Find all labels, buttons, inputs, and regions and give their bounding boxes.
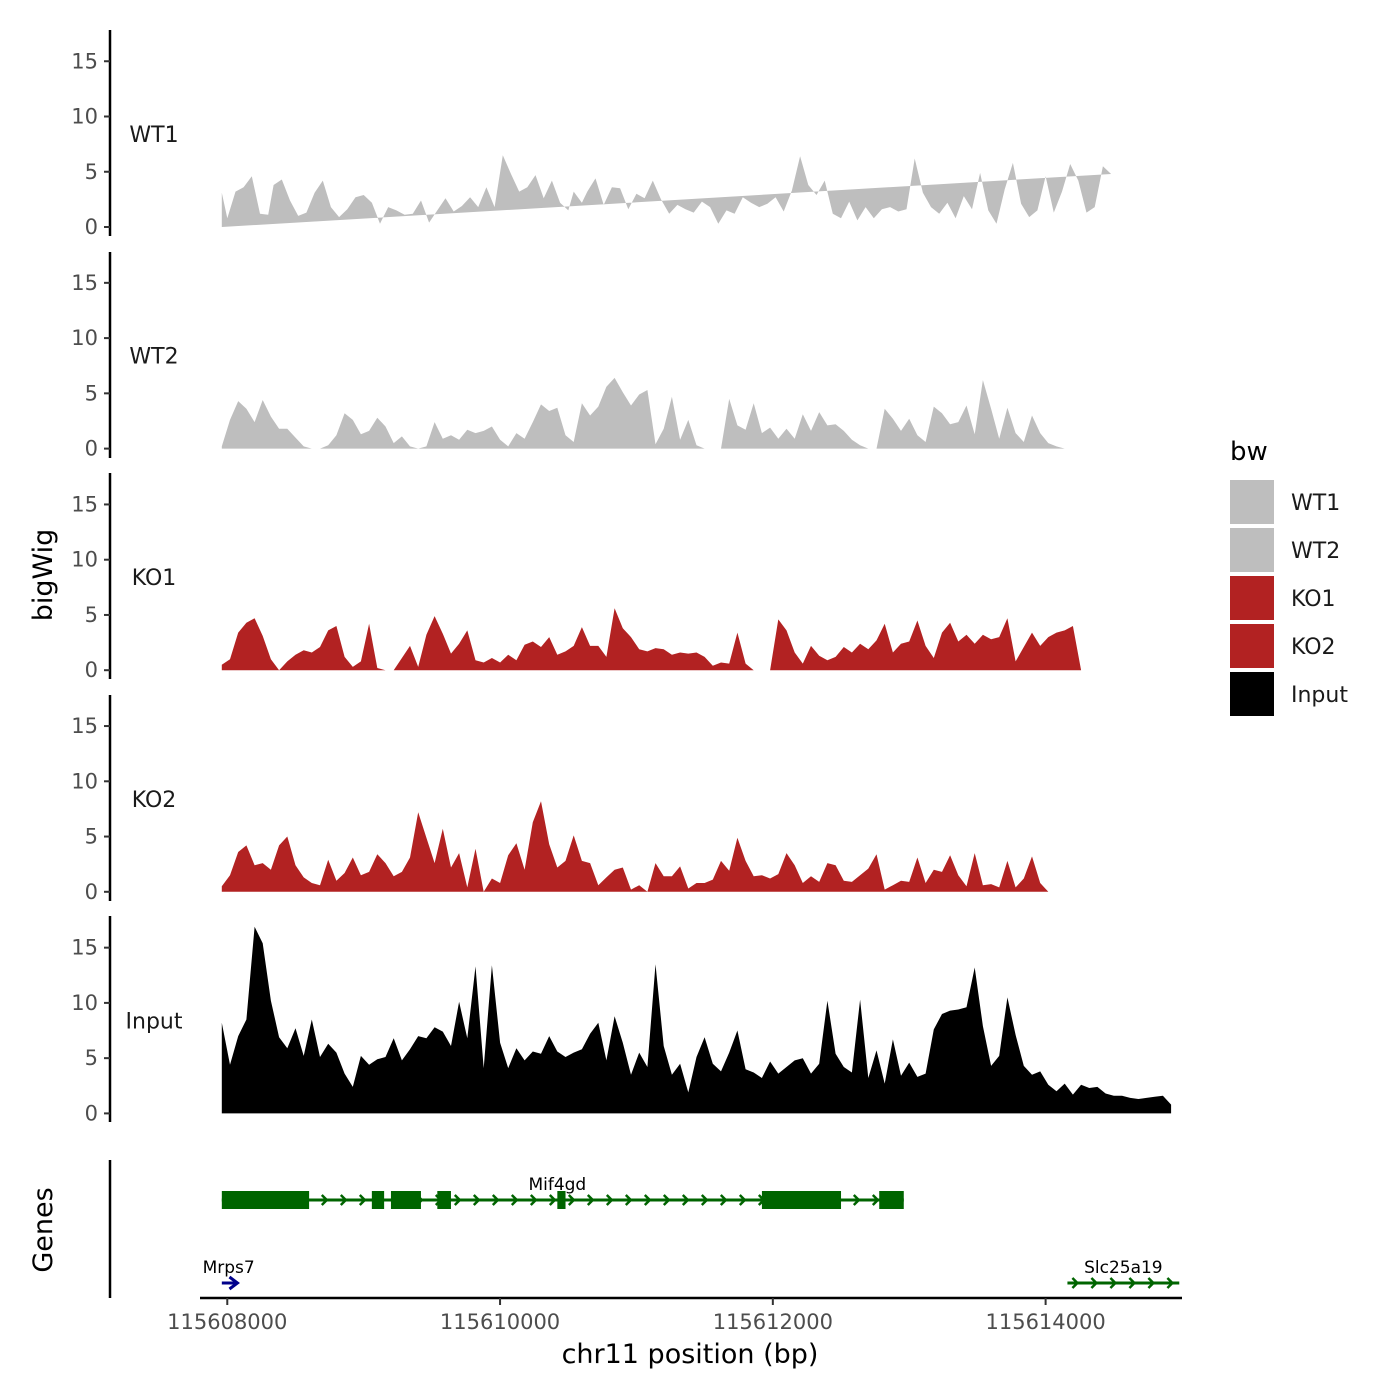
- y-axis-title: bigWig: [28, 529, 59, 622]
- track-wt2: 0 5 10 15 WT2: [71, 252, 1155, 461]
- gene-label: Slc25a19: [1084, 1258, 1163, 1278]
- track-label: WT1: [129, 123, 178, 148]
- gene-label: Mif4gd: [528, 1175, 586, 1195]
- x-tick-label: 115608000: [167, 1310, 287, 1334]
- y-tick-label: 0: [85, 215, 98, 239]
- y-tick-label: 0: [85, 1101, 98, 1125]
- coverage-area-input: [221, 926, 1172, 1114]
- strand-chevron: [586, 1194, 595, 1206]
- strand-chevron: [605, 1194, 614, 1206]
- coverage-area-wt1: [221, 155, 1112, 227]
- track-label: Input: [126, 1009, 183, 1034]
- x-tick-label: 115612000: [713, 1310, 833, 1334]
- track-ko2: 0 5 10 15 KO2: [71, 695, 1155, 904]
- strand-chevron: [871, 1194, 880, 1206]
- strand-chevron: [548, 1194, 557, 1206]
- legend-label: KO1: [1291, 587, 1336, 612]
- coverage-tracks: 0 5 10 15 WT1 0 5 10 15 WT2 0 5 10 15 KO1 0 5 10 15 KO2 0 5 10…: [71, 30, 1172, 1125]
- strand-chevron: [700, 1194, 709, 1206]
- strand-chevron: [320, 1194, 329, 1206]
- y-tick-label: 10: [71, 105, 98, 129]
- gene-annotation-track: Mif4gd Mrps7 Slc25a19: [108, 1160, 1180, 1298]
- strand-chevron: [1071, 1277, 1080, 1289]
- legend-swatch-wt2: [1230, 528, 1274, 572]
- y-tick-label: 10: [71, 548, 98, 572]
- strand-chevron: [1109, 1277, 1118, 1289]
- gene-exon: [761, 1191, 842, 1209]
- strand-chevron: [453, 1194, 462, 1206]
- x-tick-label: 115614000: [985, 1310, 1105, 1334]
- coverage-area-ko2: [221, 801, 1155, 892]
- gene-slc25a19: Slc25a19: [1067, 1258, 1180, 1289]
- y-tick-label: 5: [85, 381, 98, 405]
- track-ko1: 0 5 10 15 KO1: [71, 473, 1155, 682]
- x-axis-title: chr11 position (bp): [562, 1339, 819, 1370]
- strand-chevron: [510, 1194, 519, 1206]
- strand-chevron: [1147, 1277, 1156, 1289]
- strand-chevron: [567, 1194, 576, 1206]
- legend-label: Input: [1291, 683, 1348, 708]
- strand-chevron: [624, 1194, 633, 1206]
- strand-chevron: [491, 1194, 500, 1206]
- strand-arrowhead: [228, 1275, 240, 1291]
- strand-chevron: [738, 1194, 747, 1206]
- strand-chevron: [529, 1194, 538, 1206]
- strand-chevron: [358, 1194, 367, 1206]
- y-tick-label: 5: [85, 1046, 98, 1070]
- y-tick-label: 15: [71, 492, 98, 516]
- strand-chevron: [662, 1194, 671, 1206]
- y-tick-label: 0: [85, 437, 98, 461]
- gene-mrps7: Mrps7: [203, 1258, 255, 1291]
- strand-chevron: [719, 1194, 728, 1206]
- y-tick-label: 10: [71, 326, 98, 350]
- legend: bw WT1 WT2 KO1 KO2 Input: [1230, 437, 1348, 716]
- y-tick-label: 0: [85, 658, 98, 682]
- strand-chevron: [681, 1194, 690, 1206]
- strand-chevron: [852, 1194, 861, 1206]
- gene-exon: [371, 1191, 385, 1209]
- y-tick-label: 15: [71, 936, 98, 960]
- strand-chevron: [339, 1194, 348, 1206]
- y-tick-label: 10: [71, 991, 98, 1015]
- strand-chevron: [1166, 1277, 1175, 1289]
- y-tick-label: 15: [71, 49, 98, 73]
- legend-swatch-input: [1230, 672, 1274, 716]
- y-tick-label: 5: [85, 160, 98, 184]
- legend-label: KO2: [1291, 635, 1336, 660]
- gene-exon: [879, 1191, 904, 1209]
- coverage-area-wt2: [221, 377, 1155, 449]
- track-input: 0 5 10 15 Input: [71, 916, 1172, 1125]
- strand-chevron: [1090, 1277, 1099, 1289]
- legend-label: WT2: [1291, 539, 1340, 564]
- gene-exon: [437, 1191, 451, 1209]
- coverage-area-ko1: [221, 608, 1155, 671]
- legend-swatch-wt1: [1230, 480, 1274, 524]
- x-tick-label: 115610000: [440, 1310, 560, 1334]
- genes-axis-title: Genes: [28, 1187, 59, 1272]
- gene-label: Mrps7: [203, 1258, 255, 1278]
- y-tick-label: 10: [71, 769, 98, 793]
- track-label: WT2: [129, 345, 178, 370]
- track-label: KO2: [132, 788, 177, 813]
- gene-exon: [390, 1191, 421, 1209]
- gene-exon: [557, 1191, 566, 1209]
- x-axis: 115608000 115610000 115612000 115614000: [167, 1296, 1182, 1334]
- gene-exon: [221, 1191, 310, 1209]
- legend-label: WT1: [1291, 491, 1340, 516]
- y-tick-label: 0: [85, 880, 98, 904]
- gene-mif4gd: Mif4gd: [221, 1175, 904, 1209]
- strand-chevron: [472, 1194, 481, 1206]
- strand-chevron: [1128, 1277, 1137, 1289]
- y-tick-label: 5: [85, 825, 98, 849]
- y-tick-label: 5: [85, 603, 98, 627]
- legend-swatch-ko1: [1230, 576, 1274, 620]
- track-label: KO1: [132, 566, 177, 591]
- legend-swatch-ko2: [1230, 624, 1274, 668]
- y-tick-label: 15: [71, 714, 98, 738]
- legend-title: bw: [1230, 437, 1268, 467]
- strand-chevron: [643, 1194, 652, 1206]
- track-wt1: 0 5 10 15 WT1: [71, 30, 1112, 239]
- y-tick-label: 15: [71, 271, 98, 295]
